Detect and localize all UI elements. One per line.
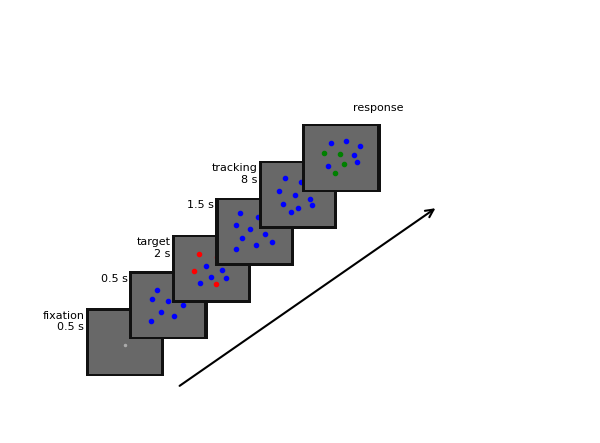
- Bar: [129, 272, 208, 339]
- Bar: [89, 311, 161, 374]
- Text: fixation
0.5 s: fixation 0.5 s: [42, 311, 84, 332]
- Text: 1.5 s: 1.5 s: [187, 200, 214, 210]
- Bar: [218, 200, 291, 263]
- Bar: [305, 127, 377, 190]
- Bar: [175, 237, 248, 300]
- Bar: [215, 198, 294, 266]
- Bar: [302, 124, 380, 192]
- Bar: [259, 161, 337, 229]
- Bar: [132, 274, 204, 337]
- Text: 0.5 s: 0.5 s: [101, 274, 128, 284]
- Text: target
2 s: target 2 s: [137, 237, 171, 259]
- Bar: [262, 163, 334, 226]
- Bar: [86, 308, 164, 376]
- Bar: [172, 235, 251, 303]
- Text: tracking
8 s: tracking 8 s: [211, 163, 257, 185]
- Text: response: response: [353, 103, 404, 113]
